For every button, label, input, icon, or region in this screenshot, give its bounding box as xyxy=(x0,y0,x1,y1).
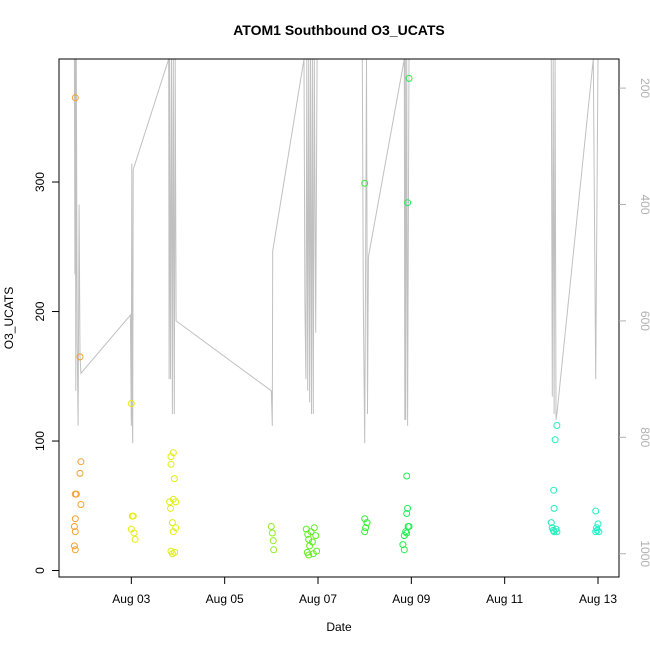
data-point xyxy=(404,199,412,207)
data-point xyxy=(310,524,318,532)
data-point xyxy=(550,486,558,494)
data-point xyxy=(403,472,411,480)
data-point xyxy=(268,529,276,537)
x-tick-label: Aug 13 xyxy=(579,592,617,606)
data-point xyxy=(130,529,138,537)
right-tick-label: 400 xyxy=(638,194,650,214)
data-point xyxy=(169,449,177,457)
data-point xyxy=(592,528,600,536)
data-point xyxy=(70,542,78,550)
data-point xyxy=(270,546,278,554)
data-point xyxy=(362,524,370,532)
x-tick-label: Aug 03 xyxy=(112,592,150,606)
data-point xyxy=(168,519,176,527)
data-point xyxy=(403,510,411,517)
data-point xyxy=(400,546,408,554)
pressure-trace-line xyxy=(73,58,599,444)
right-tick-label: 600 xyxy=(638,311,650,331)
data-point xyxy=(129,512,137,520)
data-point xyxy=(593,526,601,534)
chart-title: ATOM1 Southbound O3_UCATS xyxy=(233,22,445,38)
data-point xyxy=(402,528,410,536)
x-tick-label: Aug 05 xyxy=(206,592,244,606)
data-point xyxy=(76,469,84,477)
data-point xyxy=(553,422,561,429)
data-point xyxy=(71,528,79,536)
data-point xyxy=(308,538,316,546)
data-point xyxy=(77,501,85,508)
data-point xyxy=(550,504,558,512)
y-axis-right: 200 400 600 800 1000 xyxy=(619,78,650,567)
data-point xyxy=(361,179,369,187)
data-point xyxy=(551,436,559,444)
data-point xyxy=(405,523,413,530)
pressure-trace xyxy=(73,58,599,444)
right-tick-label: 200 xyxy=(638,78,650,98)
x-tick-label: Aug 07 xyxy=(299,592,337,606)
data-point xyxy=(169,528,177,536)
data-point xyxy=(404,504,412,512)
data-point xyxy=(363,519,371,527)
data-point xyxy=(70,523,78,530)
data-point xyxy=(167,460,175,468)
data-point xyxy=(313,547,321,555)
data-point xyxy=(167,453,175,461)
y-tick-label: 200 xyxy=(33,301,47,321)
data-point xyxy=(553,528,561,536)
y-axis: 0 100 200 300 xyxy=(33,172,59,574)
y-tick-label: 100 xyxy=(33,431,47,451)
data-point xyxy=(594,520,602,528)
y-tick-label: 300 xyxy=(33,172,47,192)
data-point xyxy=(592,507,600,515)
data-point xyxy=(127,400,135,407)
data-point xyxy=(77,458,85,466)
data-point xyxy=(361,515,369,523)
data-point xyxy=(131,535,139,543)
data-point xyxy=(361,528,369,536)
plot-frame xyxy=(58,58,620,578)
data-point xyxy=(171,548,179,556)
right-tick-label: 1000 xyxy=(638,540,650,567)
data-point xyxy=(269,537,277,545)
data-point xyxy=(593,524,601,532)
x-tick-label: Aug 11 xyxy=(486,592,523,606)
x-axis: Aug 03 Aug 05 Aug 07 Aug 09 Aug 11 Aug 13 xyxy=(112,577,617,606)
data-point xyxy=(403,529,411,537)
right-tick-label: 800 xyxy=(638,427,650,447)
data-point xyxy=(399,541,407,549)
data-point xyxy=(267,523,275,530)
data-points xyxy=(70,74,603,559)
x-tick-label: Aug 09 xyxy=(392,592,430,606)
data-point xyxy=(595,528,603,536)
data-point xyxy=(170,475,178,483)
y-axis-label: O3_UCATS xyxy=(2,287,16,349)
y-tick-label: 0 xyxy=(33,567,47,574)
data-point xyxy=(76,353,84,361)
x-axis-label: Date xyxy=(326,620,352,634)
data-point xyxy=(72,490,80,498)
data-point xyxy=(305,551,313,559)
data-point xyxy=(71,515,79,523)
data-point xyxy=(71,94,79,102)
data-point xyxy=(312,532,320,540)
data-point xyxy=(547,519,555,527)
data-point xyxy=(172,498,180,506)
data-point xyxy=(167,504,174,512)
data-point xyxy=(405,74,413,82)
data-point xyxy=(71,546,79,554)
